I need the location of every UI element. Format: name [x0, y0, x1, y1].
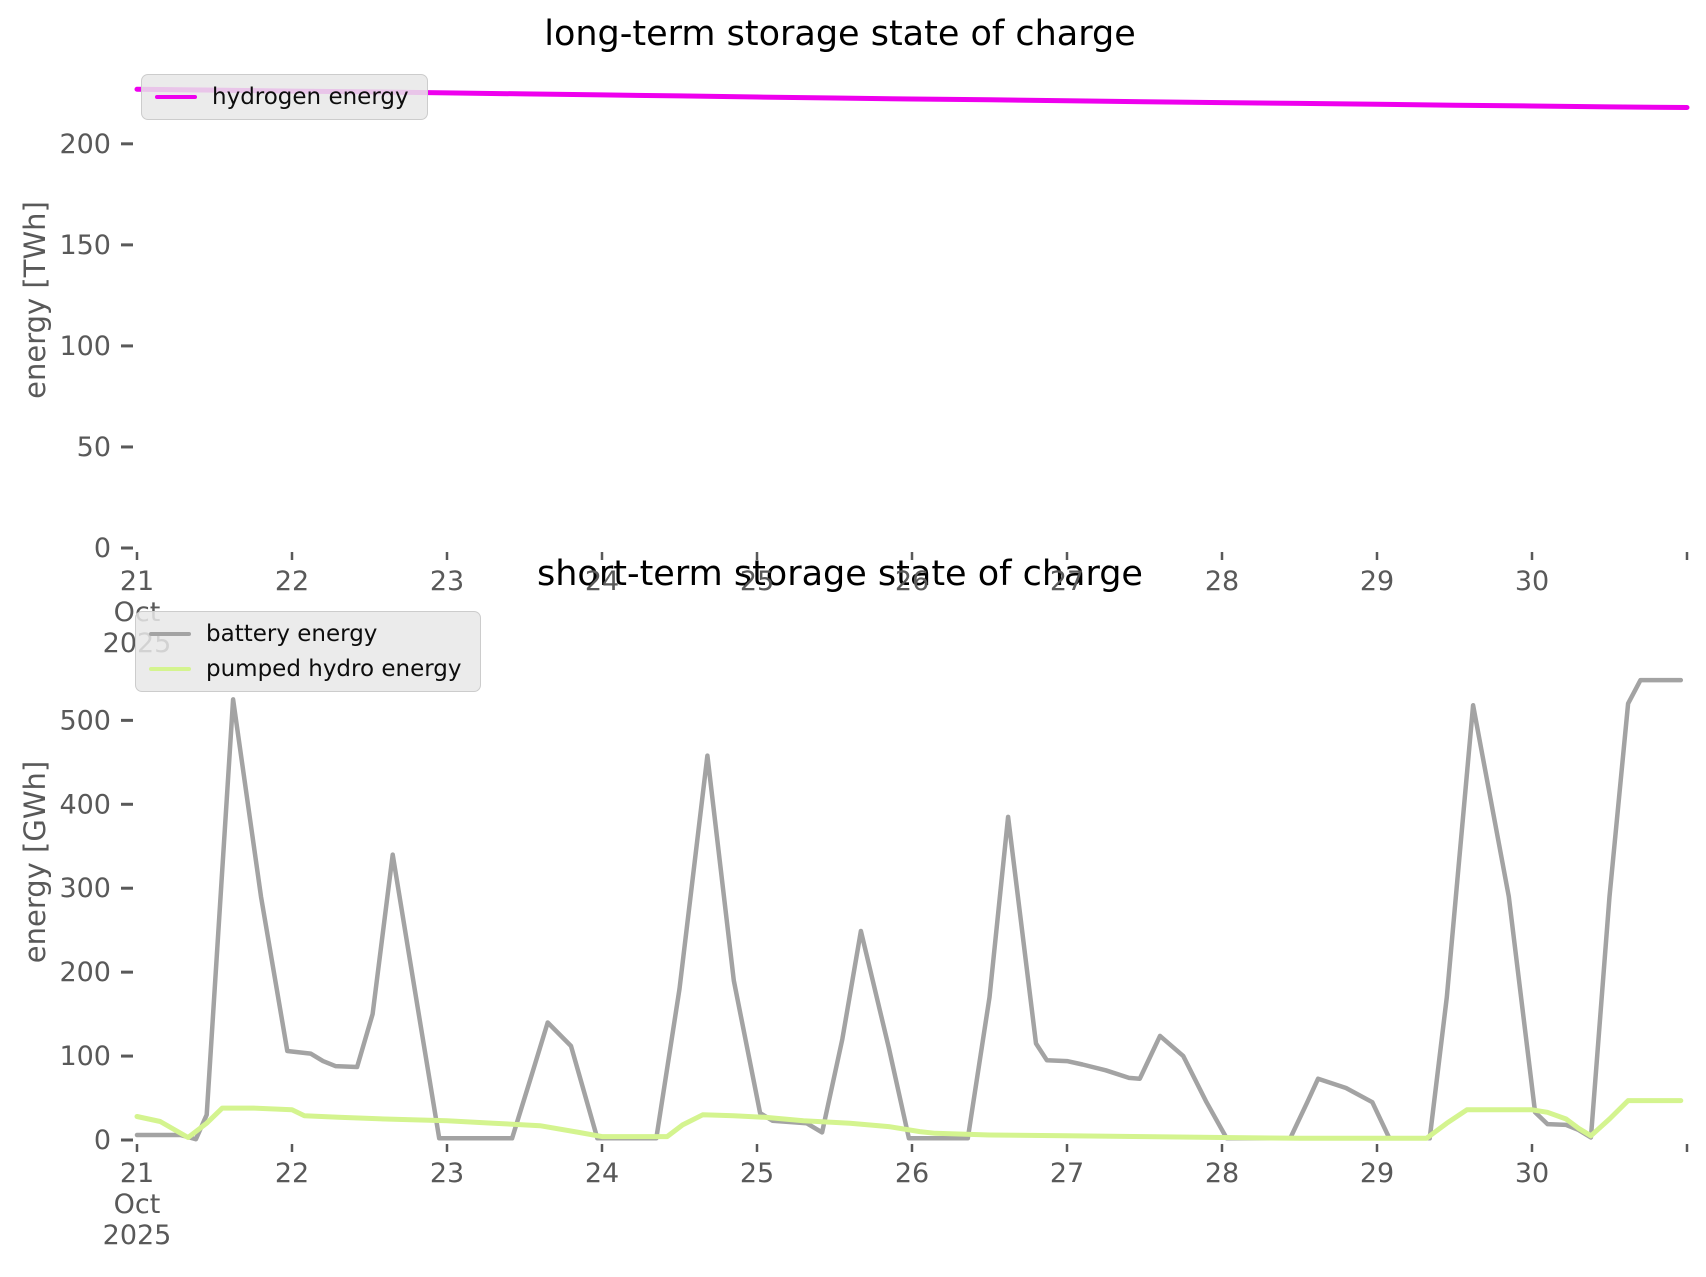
legend-label-hydrogen-energy: hydrogen energy: [212, 84, 409, 110]
y-tick-label: 200: [59, 129, 111, 160]
legend-label-pumped-hydro-energy: pumped hydro energy: [206, 656, 462, 682]
long-term-chart-title: long-term storage state of charge: [544, 14, 1136, 54]
legend-item-pumped-hydro-energy: pumped hydro energy: [149, 656, 462, 682]
y-tick-label: 100: [59, 331, 111, 362]
x-tick-label: 26: [895, 1158, 929, 1189]
long-term-legend: hydrogen energy: [141, 74, 428, 120]
x-tick-label: 22: [275, 1158, 309, 1189]
x-tick-label: 27: [1050, 1158, 1084, 1189]
x-tick-label: 28: [1205, 566, 1239, 597]
y-tick-label: 300: [59, 873, 111, 904]
x-tick-label: 23: [430, 566, 464, 597]
x-tick-label: 24: [585, 1158, 619, 1189]
y-tick-label: 0: [94, 1125, 111, 1156]
legend-item-hydrogen-energy: hydrogen energy: [155, 84, 409, 110]
x-tick-label: 25: [740, 566, 774, 597]
battery-energy-line-sample: [149, 631, 191, 637]
y-tick-label: 400: [59, 789, 111, 820]
x-tick-label: 25: [740, 1158, 774, 1189]
pumped-hydro-energy-line-sample: [149, 666, 191, 672]
short-term-chart-title: short-term storage state of charge: [537, 554, 1143, 594]
x-tick-label: 27: [1050, 566, 1084, 597]
y-tick-label: 0: [94, 533, 111, 564]
y-tick-label: 100: [59, 1041, 111, 1072]
y-tick-label: 50: [77, 432, 111, 463]
hydrogen-energy-line-sample: [155, 94, 197, 100]
y-tick-label: 500: [59, 705, 111, 736]
pumped-hydro-energy-line: [134, 1098, 1684, 1141]
x-tick-label: 29: [1360, 1158, 1394, 1189]
battery-energy-line: [134, 677, 1684, 1142]
x-tick-label: 30: [1515, 1158, 1549, 1189]
legend-item-battery-energy: battery energy: [149, 621, 462, 647]
x-tick-label: 29: [1360, 566, 1394, 597]
short-term-legend: battery energy pumped hydro energy: [135, 611, 481, 692]
x-tick-label: 24: [585, 566, 619, 597]
x-tick-label: 26: [895, 566, 929, 597]
x-tick-label: 30: [1515, 566, 1549, 597]
x-tick-label: 22: [275, 566, 309, 597]
x-tick-label: 23: [430, 1158, 464, 1189]
y-tick-label: 150: [59, 230, 111, 261]
y-tick-label: 200: [59, 957, 111, 988]
legend-label-battery-energy: battery energy: [206, 621, 378, 647]
x-tick-label: 28: [1205, 1158, 1239, 1189]
